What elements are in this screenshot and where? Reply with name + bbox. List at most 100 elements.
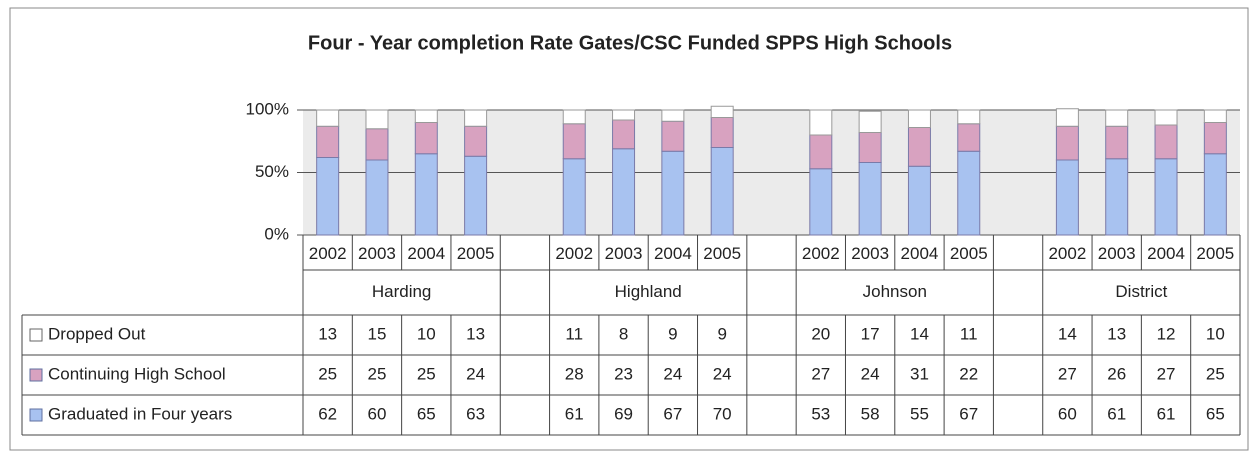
- table-value: 24: [861, 364, 880, 383]
- y-tick-label: 50%: [255, 162, 289, 181]
- bar-segment: [907, 165, 931, 236]
- y-tick-label: 100%: [246, 99, 289, 118]
- x-tick-label: 2005: [950, 244, 988, 263]
- group-label: Harding: [372, 282, 432, 301]
- y-tick-label: 0%: [264, 224, 289, 243]
- x-tick-label: 2004: [654, 244, 692, 263]
- bar-segment: [957, 150, 981, 236]
- table-value: 62: [318, 404, 337, 423]
- x-tick-label: 2002: [309, 244, 347, 263]
- legend-swatch: [29, 408, 43, 422]
- table-value: 25: [417, 364, 436, 383]
- table-value: 31: [910, 364, 929, 383]
- bar-segment: [464, 155, 488, 236]
- bar-segment: [365, 128, 389, 161]
- bar-segment: [612, 119, 636, 150]
- table-value: 24: [466, 364, 485, 383]
- x-tick-label: 2003: [1098, 244, 1136, 263]
- table-value: 25: [368, 364, 387, 383]
- group-label: Johnson: [863, 282, 927, 301]
- table-value: 20: [811, 324, 830, 343]
- bar-segment: [316, 109, 340, 127]
- bar-segment: [1203, 122, 1227, 155]
- group-label: Highland: [615, 282, 682, 301]
- table-value: 10: [1206, 324, 1225, 343]
- bar-segment: [1203, 109, 1227, 123]
- legend-label: Graduated in Four years: [48, 404, 232, 423]
- bar-segment: [957, 123, 981, 152]
- bar-segment: [710, 105, 734, 118]
- table-value: 60: [368, 404, 387, 423]
- x-tick-label: 2005: [703, 244, 741, 263]
- table-value: 13: [318, 324, 337, 343]
- bar-segment: [858, 162, 882, 236]
- bar-segment: [414, 122, 438, 155]
- table-value: 15: [368, 324, 387, 343]
- legend-label: Dropped Out: [48, 324, 146, 343]
- table-value: 8: [619, 324, 628, 343]
- table-value: 23: [614, 364, 633, 383]
- bar-segment: [316, 125, 340, 158]
- x-tick-label: 2002: [1048, 244, 1086, 263]
- table-value: 67: [959, 404, 978, 423]
- table-value: 22: [959, 364, 978, 383]
- bar-segment: [907, 127, 931, 167]
- table-value: 13: [1107, 324, 1126, 343]
- bar-segment: [1154, 124, 1178, 160]
- bar-segment: [1055, 125, 1079, 161]
- bar-segment: [464, 125, 488, 157]
- group-label: District: [1115, 282, 1167, 301]
- bar-segment: [1105, 109, 1129, 127]
- bar-segment: [661, 109, 685, 122]
- table-value: 70: [713, 404, 732, 423]
- table-value: 67: [663, 404, 682, 423]
- x-tick-label: 2002: [802, 244, 840, 263]
- table-value: 65: [417, 404, 436, 423]
- table-value: 60: [1058, 404, 1077, 423]
- bar-segment: [809, 134, 833, 170]
- legend-swatch: [29, 328, 43, 342]
- table-value: 63: [466, 404, 485, 423]
- bar-segment: [1105, 158, 1129, 236]
- bar-segment: [809, 168, 833, 236]
- bar-segment: [858, 132, 882, 163]
- table-value: 10: [417, 324, 436, 343]
- bar-segment: [710, 147, 734, 236]
- table-value: 27: [811, 364, 830, 383]
- bar-segment: [907, 109, 931, 128]
- table-value: 61: [1107, 404, 1126, 423]
- x-tick-label: 2004: [901, 244, 939, 263]
- bar-segment: [809, 109, 833, 136]
- chart-title: Four - Year completion Rate Gates/CSC Fu…: [308, 32, 952, 54]
- table-value: 14: [910, 324, 929, 343]
- bar-segment: [562, 109, 586, 125]
- table-value: 25: [318, 364, 337, 383]
- table-value: 11: [960, 324, 978, 343]
- table-value: 65: [1206, 404, 1225, 423]
- table-value: 61: [565, 404, 584, 423]
- table-value: 17: [861, 324, 880, 343]
- table-value: 9: [717, 324, 726, 343]
- table-value: 9: [668, 324, 677, 343]
- bar-segment: [1154, 158, 1178, 236]
- table-value: 24: [713, 364, 732, 383]
- bar-segment: [365, 159, 389, 236]
- legend-label: Continuing High School: [48, 364, 226, 383]
- table-value: 55: [910, 404, 929, 423]
- bar-segment: [858, 110, 882, 133]
- bar-segment: [414, 109, 438, 123]
- bar-segment: [661, 150, 685, 236]
- table-value: 24: [663, 364, 682, 383]
- bar-segment: [562, 158, 586, 236]
- bar-segment: [1203, 153, 1227, 236]
- bar-segment: [661, 120, 685, 152]
- x-tick-label: 2004: [1147, 244, 1185, 263]
- table-value: 12: [1157, 324, 1176, 343]
- table-value: 26: [1107, 364, 1126, 383]
- x-tick-label: 2004: [407, 244, 445, 263]
- bar-segment: [365, 109, 389, 130]
- x-tick-label: 2002: [555, 244, 593, 263]
- x-tick-label: 2005: [457, 244, 495, 263]
- x-tick-label: 2003: [358, 244, 396, 263]
- x-tick-label: 2005: [1196, 244, 1234, 263]
